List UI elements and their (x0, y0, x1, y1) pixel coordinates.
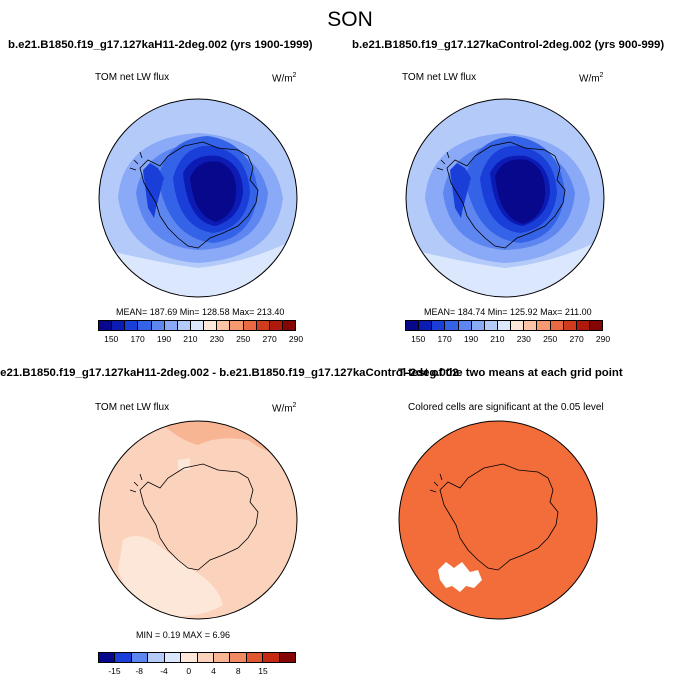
panel-4-polar-map (398, 420, 598, 620)
panel-1-colorbar (98, 320, 296, 331)
panel-1-polar-map (98, 98, 298, 298)
colorbar-tick-label: 270 (569, 334, 584, 344)
colorbar-swatch (99, 321, 113, 330)
colorbar-tick-label: 210 (183, 334, 198, 344)
colorbar-swatch (99, 653, 116, 662)
colorbar-tick-label: 250 (543, 334, 558, 344)
colorbar-swatch (269, 321, 283, 330)
colorbar-tick-label: 290 (288, 334, 304, 344)
panel-2-variable-label: TOM net LW flux (402, 72, 477, 83)
colorbar-tick-label: -15 (108, 666, 121, 676)
colorbar-tick-label: 190 (156, 334, 172, 344)
colorbar-tick-label: 250 (236, 334, 251, 344)
colorbar-swatch (524, 321, 538, 330)
panel-3-units: W/m2 (272, 402, 297, 415)
colorbar-swatch (279, 653, 296, 662)
colorbar-swatch (246, 653, 264, 662)
colorbar-swatch (131, 653, 149, 662)
colorbar-swatch (563, 321, 577, 330)
colorbar-swatch (112, 321, 126, 330)
colorbar-swatch (419, 321, 433, 330)
colorbar-swatch (190, 321, 205, 330)
colorbar-swatch (282, 321, 296, 330)
colorbar-tick-label: 170 (437, 334, 452, 344)
colorbar-tick-label: 270 (262, 334, 277, 344)
colorbar-swatch (458, 321, 472, 330)
colorbar-tick-label: 290 (595, 334, 611, 344)
colorbar-swatch (125, 321, 139, 330)
colorbar-swatch (511, 321, 525, 330)
figure-title: SON (327, 8, 373, 31)
colorbar-swatch (445, 321, 459, 330)
panel-2-stats: MEAN= 184.74 Min= 125.92 Max= 211.00 (424, 307, 592, 317)
panel-3-variable-label: TOM net LW flux (95, 402, 170, 413)
panel-4-significance-note: Colored cells are significant at the 0.0… (408, 402, 604, 413)
colorbar-swatch (537, 321, 551, 330)
colorbar-swatch (471, 321, 485, 330)
colorbar-tick-label: 0 (186, 666, 192, 676)
panel-3-stats: MIN = 0.19 MAX = 6.96 (136, 630, 231, 640)
colorbar-tick-label: 210 (490, 334, 505, 344)
colorbar-swatch (256, 321, 270, 330)
colorbar-tick-label: 170 (130, 334, 145, 344)
panel-2-header: b.e21.B1850.f19_g17.127kaControl-2deg.00… (352, 39, 665, 51)
colorbar-swatch (217, 321, 231, 330)
colorbar-swatch (550, 321, 564, 330)
colorbar-swatch (164, 653, 182, 662)
colorbar-swatch (213, 653, 231, 662)
colorbar-swatch (138, 321, 152, 330)
colorbar-swatch (230, 321, 244, 330)
colorbar-swatch (432, 321, 446, 330)
colorbar-tick-label: 190 (463, 334, 479, 344)
colorbar-swatch (263, 653, 280, 662)
panel-1-units: W/m2 (272, 72, 297, 85)
panel-3-polar-map (98, 420, 298, 620)
colorbar-swatch (115, 653, 132, 662)
colorbar-swatch (181, 653, 198, 662)
colorbar-swatch (484, 321, 498, 330)
colorbar-swatch (164, 321, 178, 330)
colorbar-swatch (576, 321, 590, 330)
panel-4-header: T-test of the two means at each grid poi… (398, 367, 623, 379)
colorbar-swatch (197, 653, 214, 662)
panel-1-header: b.e21.B1850.f19_g17.127kaH11-2deg.002 (y… (8, 39, 313, 51)
colorbar-tick-label: 230 (209, 334, 224, 344)
panel-2-polar-map (405, 98, 605, 298)
colorbar-tick-label: 150 (104, 334, 119, 344)
colorbar-tick-label: 15 (258, 666, 268, 676)
colorbar-tick-label: -4 (160, 666, 168, 676)
panel-1-variable-label: TOM net LW flux (95, 72, 170, 83)
panel-1-stats: MEAN= 187.69 Min= 128.58 Max= 213.40 (116, 307, 285, 317)
colorbar-tick-label: -8 (135, 666, 144, 676)
colorbar-tick-label: 8 (235, 666, 241, 676)
colorbar-swatch (497, 321, 512, 330)
colorbar-swatch (151, 321, 165, 330)
colorbar-swatch (589, 321, 603, 330)
colorbar-swatch (243, 321, 257, 330)
colorbar-tick-label: 4 (211, 666, 216, 676)
colorbar-swatch (148, 653, 165, 662)
colorbar-tick-label: 230 (516, 334, 531, 344)
colorbar-swatch (406, 321, 420, 330)
colorbar-swatch (177, 321, 191, 330)
panel-3-header: b.e21.B1850.f19_g17.127kaH11-2deg.002 - … (0, 367, 459, 379)
colorbar-tick-label: 150 (411, 334, 426, 344)
colorbar-swatch (204, 321, 218, 330)
panel-3-colorbar (98, 652, 296, 663)
colorbar-swatch (230, 653, 247, 662)
panel-2-units: W/m2 (579, 72, 604, 85)
panel-2-colorbar (405, 320, 603, 331)
